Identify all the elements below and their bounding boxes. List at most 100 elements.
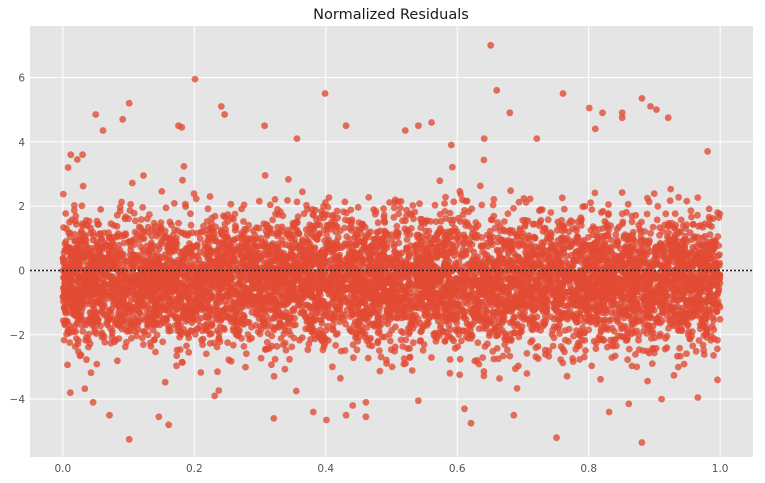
scatter-point <box>408 367 416 374</box>
scatter-point <box>397 336 405 344</box>
scatter-point <box>605 210 612 217</box>
scatter-point <box>523 370 531 377</box>
scatter-point <box>416 258 424 266</box>
scatter-point <box>410 292 418 300</box>
scatter-point <box>449 163 456 171</box>
scatter-point <box>224 292 232 300</box>
scatter-point <box>266 201 274 209</box>
scatter-point <box>240 201 248 209</box>
scatter-point <box>420 341 428 348</box>
scatter-point <box>653 216 661 224</box>
scatter-point <box>441 337 449 345</box>
scatter-point <box>263 338 271 346</box>
scatter-point <box>458 337 465 345</box>
scatter-point <box>168 303 176 311</box>
scatter-point <box>364 354 372 362</box>
scatter-point <box>700 346 708 354</box>
chart-title: Normalized Residuals <box>313 7 469 23</box>
scatter-point <box>531 295 539 302</box>
scatter-point <box>543 297 551 304</box>
scatter-point <box>349 341 357 349</box>
scatter-point <box>126 207 134 214</box>
scatter-point <box>507 187 514 195</box>
scatter-point <box>187 210 194 218</box>
scatter-point <box>541 224 548 232</box>
scatter-point <box>599 207 607 215</box>
scatter-point <box>474 339 482 347</box>
scatter-point <box>86 340 94 348</box>
scatter-point <box>227 200 235 208</box>
scatter-point <box>392 323 399 331</box>
scatter-point <box>689 243 697 251</box>
scatter-point <box>374 338 382 345</box>
scatter-point <box>105 229 112 237</box>
scatter-point <box>478 234 486 241</box>
scatter-point <box>161 378 169 386</box>
scatter-point <box>644 347 651 355</box>
scatter-point <box>377 353 385 361</box>
scatter-point <box>376 347 383 354</box>
scatter-point <box>179 176 186 184</box>
scatter-point <box>705 205 713 213</box>
scatter-point <box>277 335 285 342</box>
scatter-point <box>432 218 440 226</box>
scatter-point <box>515 198 523 206</box>
scatter-point <box>288 343 296 351</box>
scatter-point <box>175 219 182 227</box>
scatter-point <box>442 193 449 201</box>
scatter-point <box>564 234 571 242</box>
scatter-point <box>484 340 491 348</box>
scatter-point <box>419 346 427 354</box>
scatter-point <box>490 196 498 203</box>
scatter-point <box>240 343 248 350</box>
scatter-point <box>579 203 587 211</box>
scatter-point <box>374 219 382 227</box>
scatter-point <box>647 335 655 342</box>
scatter-point <box>716 210 724 218</box>
scatter-points <box>59 41 724 446</box>
scatter-point <box>231 210 239 218</box>
scatter-point <box>395 210 402 218</box>
scatter-point <box>625 345 633 353</box>
scatter-point <box>339 278 346 286</box>
scatter-point <box>710 352 717 359</box>
scatter-point <box>127 246 135 254</box>
scatter-point <box>591 189 599 197</box>
scatter-point <box>456 355 464 363</box>
scatter-point <box>214 368 221 376</box>
scatter-point <box>686 229 694 237</box>
scatter-point <box>403 236 411 244</box>
scatter-point <box>120 239 128 247</box>
scatter-point <box>716 315 724 323</box>
scatter-point <box>116 203 124 211</box>
scatter-point <box>95 221 103 228</box>
scatter-point <box>77 351 85 359</box>
scatter-point <box>489 201 497 209</box>
scatter-point <box>505 227 513 235</box>
scatter-point <box>391 347 398 355</box>
scatter-point <box>337 314 345 322</box>
scatter-point <box>284 197 291 204</box>
scatter-point <box>428 354 435 361</box>
scatter-point <box>654 202 662 210</box>
scatter-point <box>139 204 147 211</box>
scatter-point <box>224 211 232 218</box>
scatter-point <box>242 363 249 371</box>
scatter-point <box>341 198 349 206</box>
scatter-point <box>645 198 653 206</box>
scatter-point <box>187 221 195 229</box>
scatter-point <box>257 354 265 362</box>
scatter-point <box>263 221 271 229</box>
scatter-point <box>524 300 532 307</box>
scatter-point <box>171 322 179 329</box>
scatter-point <box>446 369 454 377</box>
scatter-point <box>225 356 233 364</box>
scatter-point <box>612 231 620 239</box>
scatter-point <box>521 221 529 228</box>
scatter-point <box>468 205 476 213</box>
scatter-point <box>66 339 74 346</box>
scatter-point <box>635 336 642 344</box>
scatter-point <box>619 218 627 226</box>
scatter-point <box>695 239 702 247</box>
scatter-point <box>631 311 639 319</box>
